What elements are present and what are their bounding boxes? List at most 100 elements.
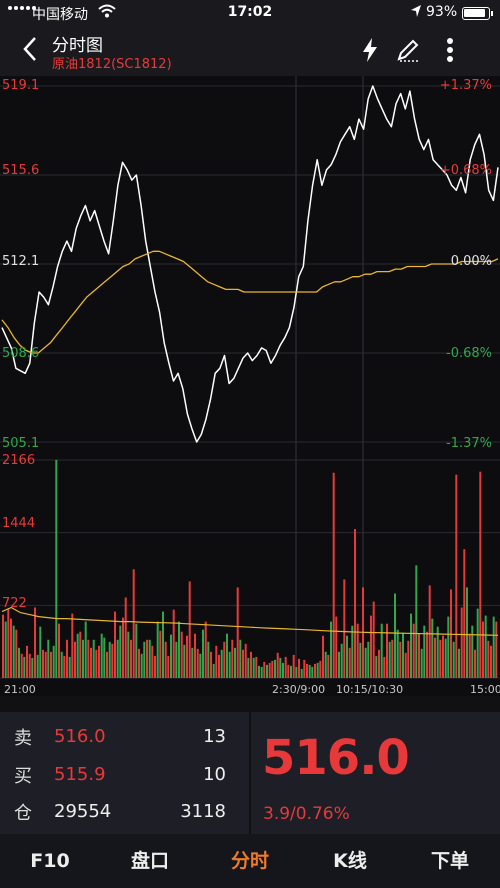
sell-price: 516.0 xyxy=(54,726,106,747)
intraday-chart[interactable]: 519.1 515.6 512.1 508.6 505.1 +1.37% +0.… xyxy=(0,76,500,696)
volume-bar xyxy=(52,645,55,678)
volume-bar xyxy=(231,639,234,678)
instrument-name[interactable]: 原油1812(SC1812) xyxy=(52,57,172,72)
price-axis-label: 515.6 xyxy=(2,163,40,178)
volume-bar xyxy=(399,641,402,678)
volume-bar xyxy=(258,665,260,678)
volume-bar xyxy=(279,657,282,678)
volume-bar xyxy=(111,643,114,678)
quote-panel: 卖 516.0 13 买 515.9 10 仓 29554 3118 516.0… xyxy=(0,712,500,834)
pencil-icon[interactable] xyxy=(396,36,420,64)
volume-bar xyxy=(74,641,76,678)
percent-axis-label: 0.00% xyxy=(450,254,492,269)
volume-bar xyxy=(380,623,383,678)
volume-bar xyxy=(42,649,44,678)
volume-bar xyxy=(116,639,119,678)
tab-place-order[interactable]: 下单 xyxy=(430,850,469,872)
volume-bar xyxy=(167,655,170,678)
page-title: 分时图 xyxy=(52,36,103,56)
volume-bar xyxy=(196,648,199,678)
volume-bar xyxy=(482,621,484,678)
volume-bar xyxy=(183,644,186,678)
volume-bar xyxy=(346,635,348,678)
volume-bar xyxy=(455,474,458,678)
volume-bar xyxy=(420,648,423,678)
volume-bar xyxy=(215,645,218,678)
volume-bar xyxy=(300,668,303,678)
volume-bar xyxy=(34,607,36,678)
volume-bar xyxy=(295,666,298,678)
volume-bar xyxy=(372,601,375,678)
volume-bar xyxy=(266,664,268,678)
volume-bar xyxy=(375,655,378,678)
buy-row[interactable]: 买 515.9 10 xyxy=(0,756,250,792)
volume-bar xyxy=(343,579,346,678)
volume-bar xyxy=(263,661,266,678)
more-vertical-icon[interactable] xyxy=(440,36,460,64)
volume-bar xyxy=(396,629,399,678)
volume-bar xyxy=(431,618,434,678)
volume-bar xyxy=(2,614,4,678)
lightning-icon[interactable] xyxy=(358,36,382,64)
volume-bar xyxy=(4,621,7,678)
volume-bar xyxy=(386,623,388,678)
volume-bar xyxy=(303,659,306,678)
volume-bar xyxy=(138,648,140,678)
volume-bar xyxy=(452,641,455,678)
volume-bar xyxy=(404,652,407,678)
tab-kline[interactable]: K线 xyxy=(333,850,367,872)
volume-bar xyxy=(108,641,111,678)
tab-f10[interactable]: F10 xyxy=(30,850,70,872)
volume-axis-label: 722 xyxy=(2,596,27,611)
volume-bar xyxy=(178,621,180,678)
volume-bar xyxy=(226,633,228,678)
volume-bar xyxy=(418,633,420,678)
volume-bar xyxy=(306,663,308,678)
volume-bar xyxy=(10,618,12,678)
volume-bar xyxy=(468,633,471,678)
volume-bar xyxy=(332,472,335,678)
volume-bar xyxy=(490,645,492,678)
volume-bar xyxy=(271,660,274,678)
volume-axis-label: 1444 xyxy=(2,516,36,531)
chart-canvas[interactable] xyxy=(0,76,500,696)
volume-bar xyxy=(170,634,172,678)
tab-intraday[interactable]: 分时 xyxy=(230,850,269,872)
volume-bar xyxy=(383,656,386,678)
tab-order-book[interactable]: 盘口 xyxy=(130,850,169,872)
volume-bar xyxy=(199,653,202,678)
volume-bar xyxy=(60,651,63,678)
volume-bar xyxy=(26,645,28,678)
volume-bar xyxy=(156,621,159,678)
volume-bar xyxy=(106,651,108,678)
volume-bar xyxy=(151,645,154,678)
volume-bar xyxy=(463,549,466,678)
volume-bar xyxy=(175,641,178,678)
volume-bar xyxy=(495,621,498,678)
volume-bar xyxy=(63,655,66,678)
volume-bar xyxy=(428,585,431,678)
volume-bar xyxy=(255,656,258,678)
time-axis-label: 10:15/10:30 xyxy=(336,683,404,696)
percent-axis-label: +1.37% xyxy=(439,78,492,93)
volume-bar xyxy=(348,647,351,678)
volume-bar xyxy=(28,653,31,678)
back-chevron-icon[interactable] xyxy=(22,36,38,67)
volume-bar xyxy=(164,641,167,678)
volume-bar xyxy=(268,662,271,678)
percent-axis-label: -0.68% xyxy=(446,346,492,361)
volume-bar xyxy=(487,640,490,678)
average-line xyxy=(1,250,499,354)
volume-bar xyxy=(391,639,394,678)
volume-bar xyxy=(338,651,340,678)
sell-row[interactable]: 卖 516.0 13 xyxy=(0,718,250,754)
volume-bar xyxy=(378,649,380,678)
time-axis-label: 15:00 xyxy=(470,683,500,696)
volume-bar xyxy=(252,657,255,678)
volume-bar xyxy=(322,635,324,678)
volume-bar xyxy=(82,639,84,678)
volume-bar xyxy=(298,658,300,678)
volume-bar xyxy=(47,639,50,678)
sell-volume: 13 xyxy=(203,726,226,747)
volume-bar xyxy=(244,643,247,678)
